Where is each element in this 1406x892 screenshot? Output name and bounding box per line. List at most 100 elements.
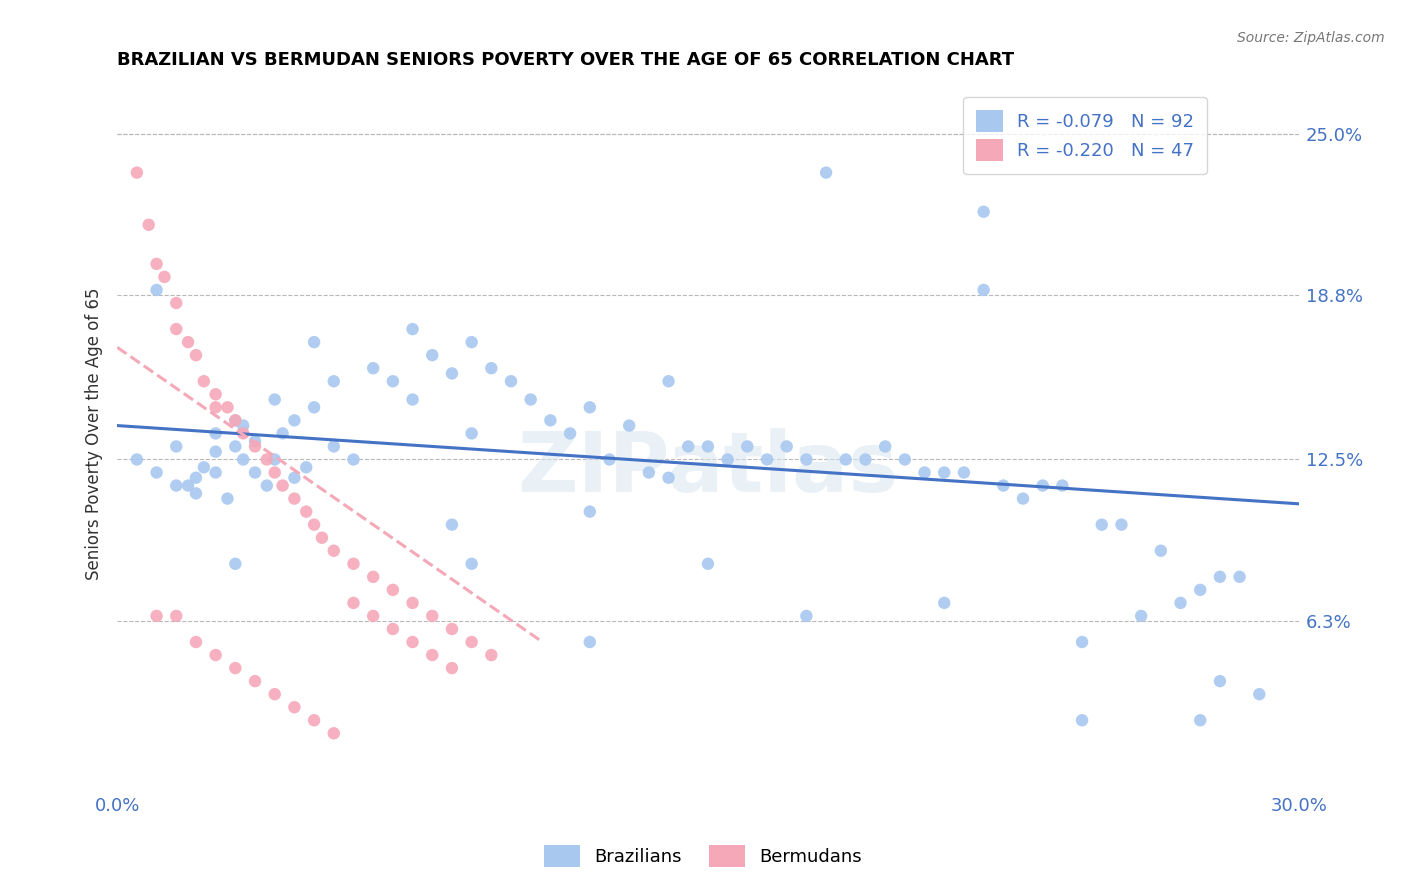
Point xyxy=(1189,713,1212,727)
Point xyxy=(1111,517,1133,532)
Point xyxy=(401,322,423,336)
Point xyxy=(217,401,239,415)
Point xyxy=(361,570,384,584)
Point xyxy=(1170,596,1192,610)
Point xyxy=(184,635,207,649)
Point xyxy=(894,452,917,467)
Point xyxy=(1209,570,1232,584)
Point xyxy=(460,426,482,441)
Point xyxy=(263,466,285,480)
Point xyxy=(204,401,226,415)
Point xyxy=(193,460,215,475)
Point xyxy=(184,471,207,485)
Point xyxy=(311,531,333,545)
Point xyxy=(145,466,167,480)
Point xyxy=(420,609,443,624)
Point xyxy=(499,374,522,388)
Point xyxy=(440,367,463,381)
Point xyxy=(243,674,266,689)
Point xyxy=(637,466,659,480)
Text: BRAZILIAN VS BERMUDAN SENIORS POVERTY OVER THE AGE OF 65 CORRELATION CHART: BRAZILIAN VS BERMUDAN SENIORS POVERTY OV… xyxy=(117,51,1014,69)
Point xyxy=(401,596,423,610)
Point xyxy=(271,426,294,441)
Point xyxy=(658,374,681,388)
Point xyxy=(224,439,246,453)
Point xyxy=(479,648,502,662)
Point xyxy=(617,418,640,433)
Point xyxy=(125,166,148,180)
Point xyxy=(1209,674,1232,689)
Point xyxy=(658,471,681,485)
Point xyxy=(184,348,207,362)
Point xyxy=(232,452,254,467)
Point xyxy=(578,401,600,415)
Point xyxy=(263,452,285,467)
Point xyxy=(224,557,246,571)
Point xyxy=(401,392,423,407)
Point xyxy=(125,452,148,467)
Point xyxy=(440,622,463,636)
Point xyxy=(973,204,995,219)
Point xyxy=(1071,635,1094,649)
Point xyxy=(361,609,384,624)
Point xyxy=(204,444,226,458)
Point xyxy=(165,439,187,453)
Point xyxy=(302,335,325,350)
Point xyxy=(796,452,818,467)
Point xyxy=(177,335,200,350)
Point xyxy=(295,505,318,519)
Point xyxy=(204,387,226,401)
Point xyxy=(440,661,463,675)
Point xyxy=(796,609,818,624)
Point xyxy=(165,478,187,492)
Point xyxy=(204,466,226,480)
Point xyxy=(302,517,325,532)
Text: Source: ZipAtlas.com: Source: ZipAtlas.com xyxy=(1237,31,1385,45)
Point xyxy=(165,609,187,624)
Point xyxy=(381,374,404,388)
Point xyxy=(697,557,720,571)
Point xyxy=(855,452,877,467)
Point xyxy=(322,439,344,453)
Point xyxy=(1071,713,1094,727)
Point xyxy=(165,322,187,336)
Point xyxy=(717,452,740,467)
Point xyxy=(224,413,246,427)
Point xyxy=(1012,491,1035,506)
Point xyxy=(224,413,246,427)
Point xyxy=(678,439,700,453)
Point xyxy=(145,609,167,624)
Point xyxy=(460,335,482,350)
Point xyxy=(1249,687,1271,701)
Point xyxy=(145,257,167,271)
Point xyxy=(756,452,779,467)
Point xyxy=(420,348,443,362)
Point xyxy=(204,426,226,441)
Point xyxy=(283,471,305,485)
Point xyxy=(401,635,423,649)
Point xyxy=(578,635,600,649)
Point xyxy=(460,557,482,571)
Point xyxy=(256,452,278,467)
Point xyxy=(776,439,799,453)
Point xyxy=(302,713,325,727)
Point xyxy=(1032,478,1054,492)
Point xyxy=(1130,609,1153,624)
Point xyxy=(815,166,838,180)
Point xyxy=(973,283,995,297)
Point xyxy=(263,392,285,407)
Point xyxy=(697,439,720,453)
Point xyxy=(184,486,207,500)
Point xyxy=(283,413,305,427)
Point xyxy=(295,460,318,475)
Point xyxy=(283,700,305,714)
Point xyxy=(322,543,344,558)
Point xyxy=(243,434,266,449)
Point xyxy=(934,466,956,480)
Point xyxy=(1091,517,1114,532)
Point xyxy=(302,401,325,415)
Point xyxy=(145,283,167,297)
Point xyxy=(934,596,956,610)
Point xyxy=(479,361,502,376)
Point xyxy=(342,557,364,571)
